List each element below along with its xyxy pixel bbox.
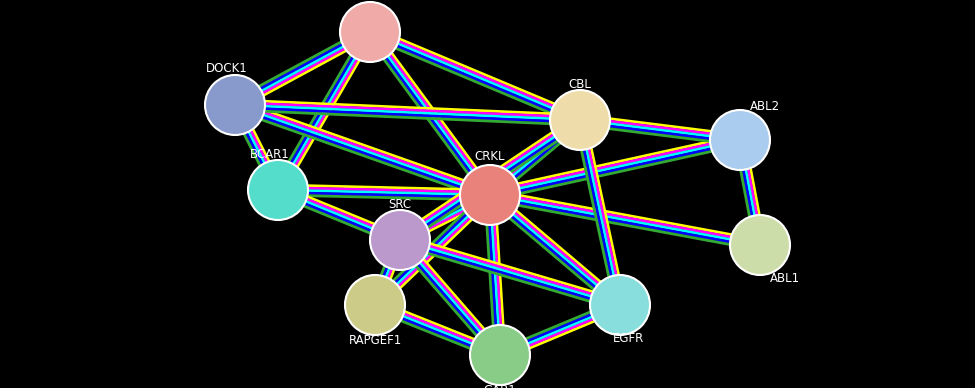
Text: CRKL: CRKL bbox=[475, 151, 505, 163]
Text: ABL2: ABL2 bbox=[750, 99, 780, 113]
Text: BCAR1: BCAR1 bbox=[251, 147, 290, 161]
Text: GAB1: GAB1 bbox=[484, 385, 517, 388]
Circle shape bbox=[340, 2, 400, 62]
Circle shape bbox=[370, 210, 430, 270]
Circle shape bbox=[248, 160, 308, 220]
Text: ABL1: ABL1 bbox=[770, 272, 800, 286]
Circle shape bbox=[345, 275, 405, 335]
Text: DOCK1: DOCK1 bbox=[206, 62, 248, 76]
Circle shape bbox=[460, 165, 520, 225]
Circle shape bbox=[710, 110, 770, 170]
Text: CBL: CBL bbox=[568, 78, 592, 90]
Circle shape bbox=[205, 75, 265, 135]
Text: EGFR: EGFR bbox=[612, 333, 644, 345]
Circle shape bbox=[550, 90, 610, 150]
Circle shape bbox=[590, 275, 650, 335]
Circle shape bbox=[730, 215, 790, 275]
Text: SRC: SRC bbox=[388, 197, 411, 211]
Text: RAPGEF1: RAPGEF1 bbox=[348, 334, 402, 348]
Circle shape bbox=[470, 325, 530, 385]
